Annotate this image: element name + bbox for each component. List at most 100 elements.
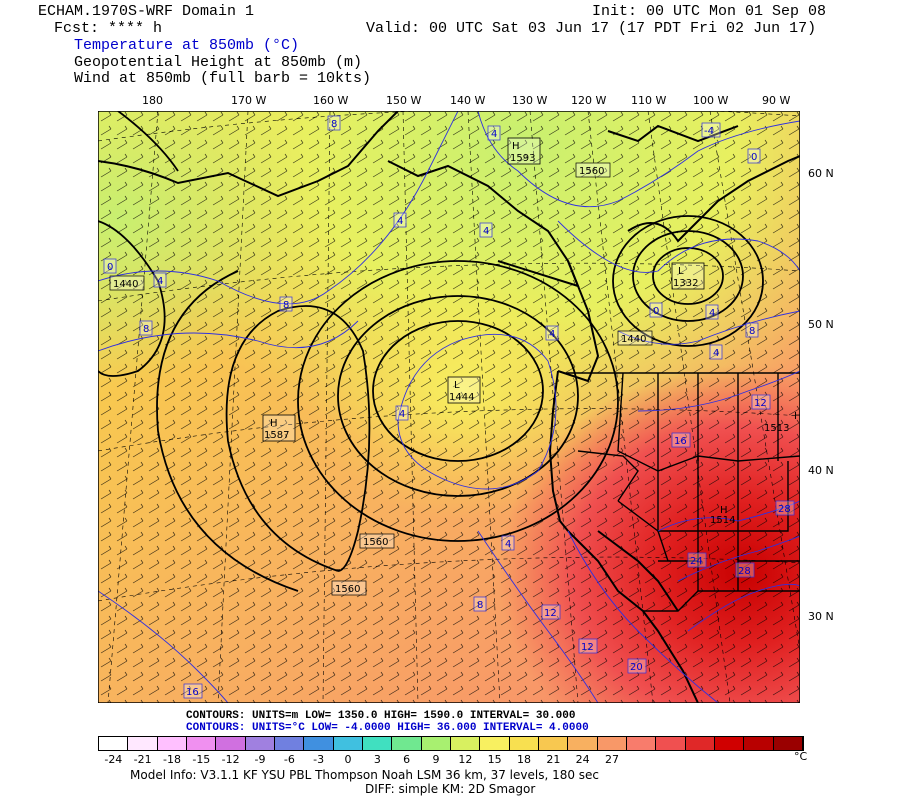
high-pressure-label: H 1587 [262, 414, 296, 442]
colorbar-cell [656, 737, 686, 750]
colorbar-tick-label: -21 [133, 753, 152, 766]
wind-barbs [98, 111, 800, 703]
colorbar-cell [216, 737, 246, 750]
svg-text:1440: 1440 [621, 334, 646, 345]
colorbar-tick-label: 9 [432, 753, 440, 766]
colorbar-cell [245, 737, 275, 750]
field-wind-label: Wind at 850mb (full barb = 10kts) [74, 70, 372, 87]
svg-text:8: 8 [283, 300, 289, 311]
colorbar-tick-label: -24 [104, 753, 123, 766]
colorbar-cell [187, 737, 217, 750]
colorbar-cell [715, 737, 745, 750]
colorbar-cell [539, 737, 569, 750]
svg-text:4: 4 [713, 348, 719, 359]
svg-text:12: 12 [544, 608, 557, 619]
svg-text:1587: 1587 [264, 430, 289, 441]
lon-label: 110 W [631, 94, 667, 107]
contours-temperature-info: CONTOURS: UNITS=°C LOW= -4.0000 HIGH= 36… [186, 722, 589, 734]
lat-label: 50 N [808, 318, 834, 331]
colorbar-tick-label: -18 [163, 753, 181, 766]
svg-text:H: H [512, 141, 520, 152]
lon-label: 100 W [693, 94, 729, 107]
svg-text:1514: 1514 [710, 515, 735, 526]
init-time: Init: 00 UTC Mon 01 Sep 08 [592, 3, 827, 20]
svg-text:0: 0 [751, 152, 757, 163]
forecast-hour: Fcst: **** h [54, 20, 163, 37]
valid-time: Valid: 00 UTC Sat 03 Jun 17 (17 PDT Fri … [366, 20, 817, 37]
svg-text:4: 4 [709, 308, 715, 319]
colorbar-cell [451, 737, 481, 750]
colorbar-cell [480, 737, 510, 750]
colorbar-tick-label: -6 [283, 753, 295, 766]
svg-text:8: 8 [143, 324, 149, 335]
svg-text:16: 16 [674, 436, 687, 447]
svg-text:4: 4 [505, 539, 511, 550]
svg-text:4: 4 [483, 226, 489, 237]
lon-label: 90 W [762, 94, 791, 107]
diff-info: DIFF: simple KM: 2D Smagor [365, 782, 536, 796]
svg-text:1560: 1560 [335, 584, 360, 595]
colorbar-tick-label: 27 [605, 753, 619, 766]
colorbar-tick-label: 18 [517, 753, 531, 766]
svg-text:1560: 1560 [579, 166, 604, 177]
low-pressure-label: L 1444 [447, 376, 481, 404]
colorbar-cell [568, 737, 598, 750]
low-pressure-label: L 1332 [671, 262, 705, 290]
svg-text:16: 16 [186, 687, 199, 698]
svg-text:4: 4 [491, 129, 497, 140]
colorbar-cell [744, 737, 774, 750]
field-height-label: Geopotential Height at 850mb (m) [74, 54, 363, 71]
svg-text:1560: 1560 [363, 537, 388, 548]
svg-text:24: 24 [690, 556, 703, 567]
colorbar-cell [99, 737, 129, 750]
height-contour-labels: 1560 1440 1440 1560 1560 [109, 162, 653, 596]
colorbar-tick-label: -9 [254, 753, 266, 766]
svg-text:H: H [720, 505, 728, 516]
colorbar-cell [627, 737, 657, 750]
lon-label: 130 W [512, 94, 548, 107]
colorbar-cell [597, 737, 627, 750]
svg-text:H: H [270, 418, 278, 429]
colorbar-cell [275, 737, 305, 750]
temperature-contours [98, 111, 800, 703]
svg-text:1440: 1440 [113, 279, 138, 290]
svg-text:12: 12 [581, 642, 594, 653]
svg-text:0: 0 [653, 306, 659, 317]
temperature-contour-labels: 0 4 8 4 8 8 4 0 4 4 4 4 0 8 4 8 12 4 12 … [103, 115, 795, 699]
svg-text:4: 4 [549, 329, 555, 340]
svg-text:28: 28 [738, 566, 751, 577]
colorbar-cell [685, 737, 715, 750]
colorbar-tick-label: 15 [487, 753, 502, 766]
colorbar-cell [157, 737, 187, 750]
svg-text:-4: -4 [704, 126, 714, 137]
svg-text:4: 4 [397, 216, 403, 227]
svg-text:8: 8 [477, 600, 483, 611]
svg-text:8: 8 [749, 326, 755, 337]
colorbar [98, 736, 804, 751]
colorbar-unit: °C [794, 750, 808, 763]
svg-text:4: 4 [157, 276, 163, 287]
lon-label: 180 [142, 94, 163, 107]
colorbar-tick-label: 0 [344, 753, 352, 766]
lon-label: 140 W [450, 94, 486, 107]
colorbar-tick-label: -3 [313, 753, 325, 766]
model-domain-title: ECHAM.1970S-WRF Domain 1 [38, 3, 255, 20]
weather-map: H 1593 H 1587 H 1513 H 1514 L 1444 L 133… [98, 111, 800, 703]
lat-label: 60 N [808, 167, 834, 180]
lon-label: 170 W [231, 94, 267, 107]
colorbar-cell [509, 737, 539, 750]
colorbar-tick-label: 6 [403, 753, 411, 766]
svg-text:1444: 1444 [449, 392, 474, 403]
contours-height-info: CONTOURS: UNITS=m LOW= 1350.0 HIGH= 1590… [186, 710, 576, 722]
svg-text:0: 0 [107, 262, 113, 273]
svg-text:H: H [794, 411, 800, 422]
colorbar-tick-label: -15 [192, 753, 211, 766]
lat-label: 30 N [808, 610, 834, 623]
svg-text:4: 4 [399, 409, 405, 420]
high-pressure-label: H 1514 [710, 505, 735, 526]
lat-label: 40 N [808, 464, 834, 477]
lon-label: 160 W [313, 94, 349, 107]
colorbar-cell [421, 737, 451, 750]
high-pressure-label: H 1593 [507, 137, 541, 165]
colorbar-tick-label: 21 [546, 753, 561, 766]
